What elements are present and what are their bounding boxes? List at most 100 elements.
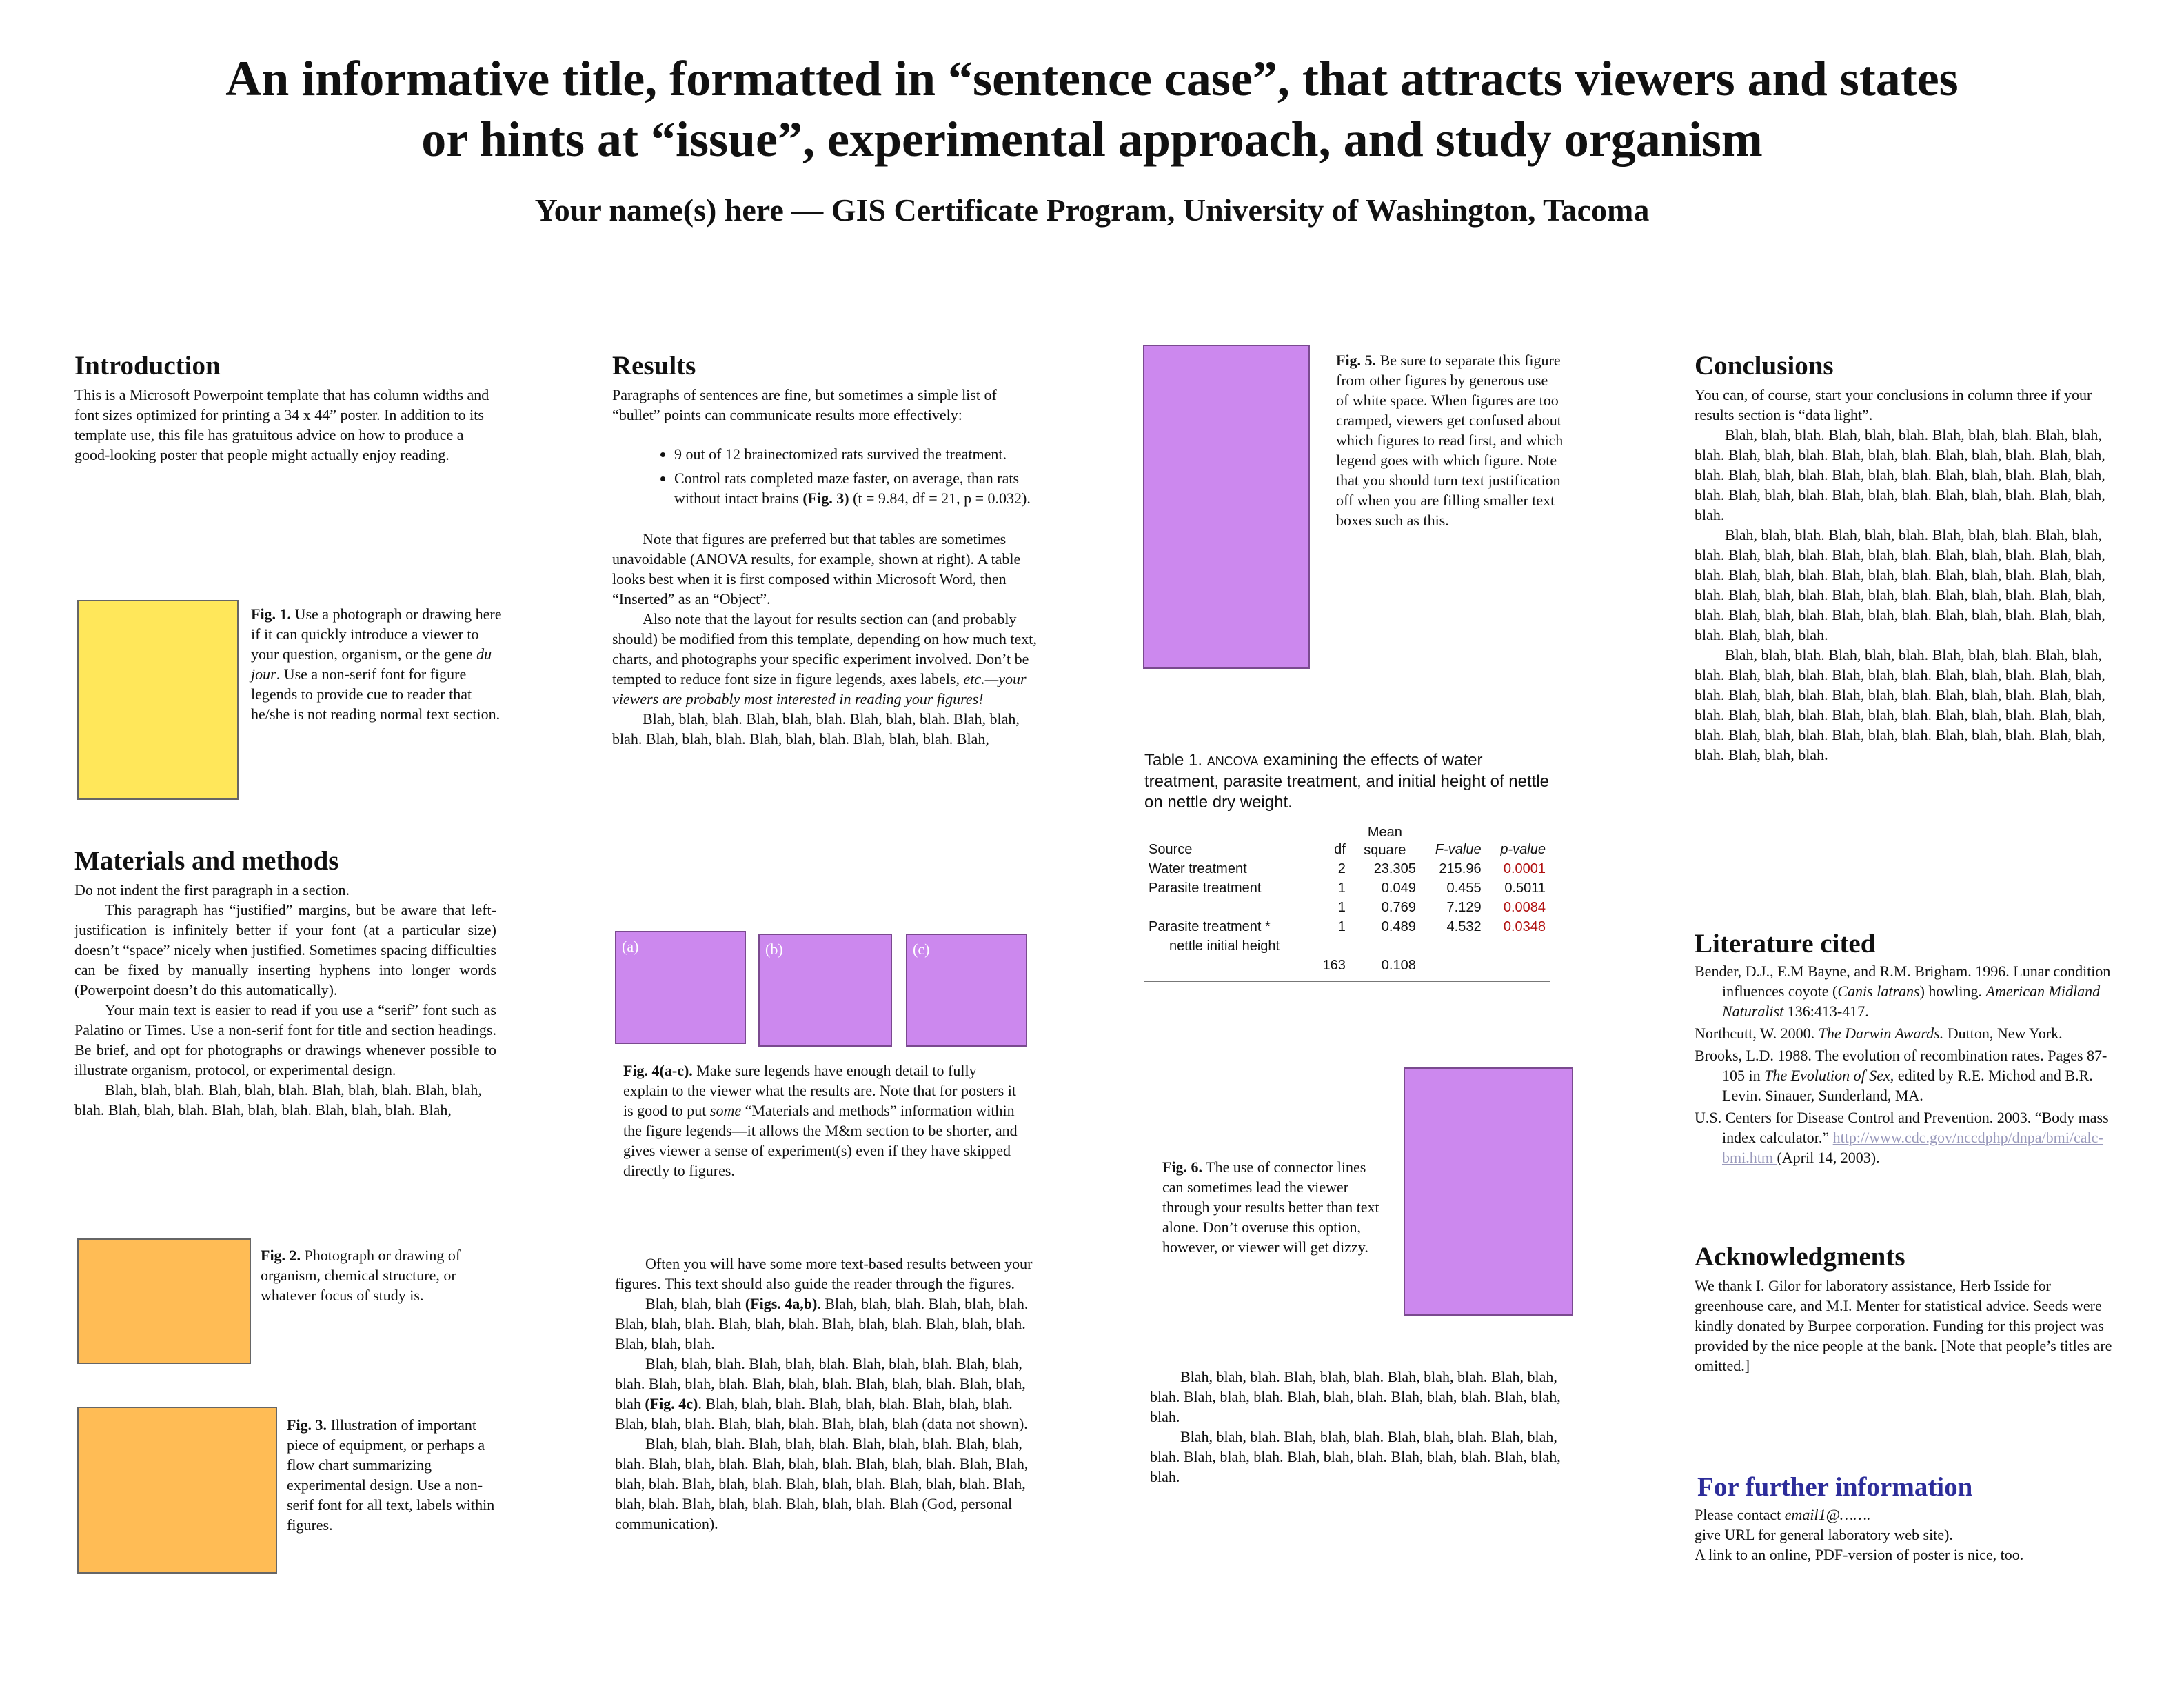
figure-2-image [77, 1238, 251, 1364]
results2-p3-b: . Blah, blah, blah. Blah, blah, blah. Bl… [615, 1395, 1028, 1432]
literature-heading: Literature cited [1695, 929, 1876, 958]
results-p4: Blah, blah, blah. Blah, blah, blah. Blah… [612, 710, 1020, 747]
reference-4: U.S. Centers for Disease Control and Pre… [1695, 1107, 2122, 1167]
fig6-text: The use of connector lines can sometimes… [1162, 1158, 1379, 1256]
results2-p2-b: . Blah, blah, blah. Blah, blah, blah. Bl… [615, 1295, 1029, 1352]
table-header-df: df [1334, 842, 1346, 857]
materials-p3: Your main text is easier to read if you … [74, 1001, 496, 1078]
acknowledgments-heading: Acknowledgments [1695, 1242, 1905, 1272]
ref4-url-link[interactable]: http://www.cdc.gov/nccdphp/dnpa/bmi/calc… [1722, 1129, 2103, 1166]
column3-text: Blah, blah, blah. Blah, blah, blah. Blah… [1150, 1367, 1573, 1487]
fig1-label: Fig. 1. [251, 605, 292, 623]
results2-p4: Blah, blah, blah. Blah, blah, blah. Blah… [615, 1435, 1029, 1532]
poster-authors: Your name(s) here — GIS Certificate Prog… [534, 192, 1650, 228]
table-header-row: Source df Mean square F-value p-value [1144, 823, 1550, 859]
table-cell-p: 0.5011 [1504, 881, 1546, 896]
column3-p1: Blah, blah, blah. Blah, blah, blah. Blah… [1150, 1368, 1561, 1425]
results-bullet-list: 9 out of 12 brainectomized rats survived… [612, 444, 1037, 508]
results-heading: Results [612, 351, 696, 381]
figure-1-caption: Fig. 1. Use a photograph or drawing here… [251, 604, 506, 724]
conclusions-text: You can, of course, start your conclusio… [1695, 385, 2116, 765]
figure-3-image [77, 1407, 277, 1574]
table-cell-f [1420, 936, 1486, 956]
figure-2-caption: Fig. 2. Photograph or drawing of organis… [261, 1245, 495, 1305]
table-row: Parasite treatment * 1 0.489 4.532 0.034… [1144, 917, 1550, 936]
table-cell-f: 215.96 [1439, 861, 1482, 876]
poster-title: An informative title, formatted in “sent… [0, 48, 2184, 170]
table-cell-f: 0.455 [1446, 881, 1482, 896]
table-cell-df: 163 [1322, 958, 1346, 973]
ref3-b: edited by R.E. Michod and B.R. Levin. Si… [1722, 1067, 2093, 1104]
fig2-text: Photograph or drawing of organism, chemi… [261, 1247, 461, 1304]
table1-caption-ancova: ANCOVA [1206, 754, 1259, 768]
results-p3-text: Also note that the layout for results se… [612, 610, 1037, 687]
table-cell-source: Parasite treatment [1149, 881, 1262, 896]
fig1-text-a: Use a photograph or drawing here if it c… [251, 605, 502, 663]
further-info-contact: Please contact [1695, 1506, 1785, 1523]
materials-p2: This paragraph has “justified” margins, … [74, 901, 496, 998]
results2-p3: Blah, blah, blah. Blah, blah, blah. Blah… [615, 1354, 1037, 1434]
further-info-line-2: give URL for general laboratory web site… [1695, 1526, 1953, 1543]
table-cell-source [1144, 956, 1312, 981]
ref4-a: U.S. Centers for Disease Control and Pre… [1695, 1109, 2109, 1146]
ref3-a: Brooks, L.D. 1988. The evolution of reco… [1695, 1047, 2107, 1084]
results-p3-italic: etc.—your viewers are probably most inte… [612, 670, 1027, 707]
table-cell-ms: 23.305 [1373, 861, 1416, 876]
ref4-b: (April 14, 2003). [1777, 1149, 1880, 1166]
ref1-journal: American Midland Naturalist [1722, 983, 2101, 1020]
figure-3-caption: Fig. 3. Illustration of important piece … [287, 1415, 505, 1535]
table-cell-source: Parasite treatment * [1149, 919, 1271, 934]
further-info-text: Please contact email1@……. give URL for g… [1695, 1505, 2122, 1565]
table-cell-source: nettle initial height [1169, 938, 1280, 954]
table-cell-df: 1 [1337, 919, 1346, 934]
fig2-label: Fig. 2. [261, 1247, 301, 1264]
figure-4b-label: (b) [765, 941, 783, 958]
further-info-line-3: A link to an online, PDF-version of post… [1695, 1546, 2024, 1563]
ref2-b: Dutton, New York. [1943, 1025, 2063, 1042]
fig1-text-b: . Use a non-serif font for figure legend… [251, 665, 501, 723]
table-cell-ms: 0.489 [1381, 919, 1416, 934]
table-cell-df [1312, 936, 1350, 956]
ref2-title: The Darwin Awards. [1818, 1025, 1944, 1042]
table-cell-p: 0.0084 [1503, 900, 1546, 915]
contact-email: email1@……. [1784, 1506, 1871, 1523]
table1-caption-space [1202, 751, 1207, 770]
ref1-b: ) howling. [1919, 983, 1986, 1000]
fig4-text-a: Make sure legends have enough detail to … [623, 1062, 1016, 1119]
results2-p2-fig: (Figs. 4a,b) [745, 1295, 818, 1312]
table-cell-df: 1 [1337, 881, 1346, 896]
materials-p1: Do not indent the first paragraph in a s… [74, 881, 350, 898]
fig5-label: Fig. 5. [1336, 352, 1377, 369]
table-cell-ms [1350, 936, 1420, 956]
results2-p3-a: Blah, blah, blah. Blah, blah, blah. Blah… [615, 1355, 1026, 1412]
results-p2: Note that figures are preferred but that… [612, 530, 1021, 607]
conclusions-p2: Blah, blah, blah. Blah, blah, blah. Blah… [1695, 426, 2105, 523]
table-cell-source [1144, 898, 1312, 917]
figure-4a-image: (a) [615, 931, 746, 1044]
table-cell-p: 0.0001 [1503, 861, 1546, 876]
figure-4c-label: (c) [913, 941, 930, 958]
reference-2: Northcutt, W. 2000. The Darwin Awards. D… [1695, 1023, 2122, 1043]
materials-p4: Blah, blah, blah. Blah, blah, blah. Blah… [74, 1081, 482, 1118]
reference-3: Brooks, L.D. 1988. The evolution of reco… [1695, 1045, 2122, 1105]
table-cell-f [1420, 956, 1486, 981]
figure-6-caption: Fig. 6. The use of connector lines can s… [1162, 1157, 1390, 1257]
title-line-2: or hints at “issue”, experimental approa… [421, 112, 1763, 167]
literature-list: Bender, D.J., E.M Bayne, and R.M. Brigha… [1695, 961, 2122, 1169]
ancova-table: Source df Mean square F-value p-value Wa… [1144, 823, 1550, 982]
results-continued-text: Often you will have some more text-based… [615, 1254, 1037, 1534]
figure-4-caption: Fig. 4(a-c). Make sure legends have enou… [623, 1061, 1020, 1180]
ref1-a: Bender, D.J., E.M Bayne, and R.M. Brigha… [1695, 963, 2111, 1000]
results2-p3-fig: (Fig. 4c) [645, 1395, 698, 1412]
ref2-a: Northcutt, W. 2000. [1695, 1025, 1819, 1042]
table-cell-f: 4.532 [1446, 919, 1482, 934]
figure-4a-label: (a) [622, 938, 639, 955]
table-cell-df: 2 [1337, 861, 1346, 876]
table-header-p-value: p-value [1500, 842, 1546, 857]
ref3-title: The Evolution of Sex, [1764, 1067, 1894, 1084]
table-cell-ms: 0.049 [1381, 881, 1416, 896]
figure-6-image [1404, 1067, 1573, 1316]
table-row: 1 0.769 7.129 0.0084 [1144, 898, 1550, 917]
figure-4c-image: (c) [906, 934, 1027, 1047]
table-cell-df: 1 [1337, 900, 1346, 915]
